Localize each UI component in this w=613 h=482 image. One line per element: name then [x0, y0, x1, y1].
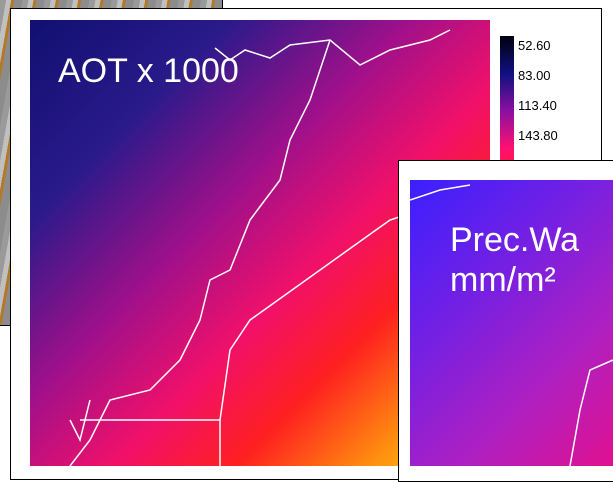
- colorbar-label: 113.40: [518, 98, 557, 113]
- colorbar-label: 143.80: [518, 128, 558, 143]
- coastline: [69, 29, 471, 466]
- aot-title: AOT x 1000: [58, 52, 239, 90]
- water-title-text: Prec.Wa: [450, 221, 580, 259]
- colorbar: [500, 36, 514, 186]
- water-map: Prec.Wa mm/m²: [410, 180, 613, 466]
- colorbar-label: 52.60: [518, 38, 551, 53]
- water-unit: mm/m²: [450, 261, 556, 299]
- water-title: Prec.Wa mm/m²: [450, 220, 579, 300]
- coastline: [410, 184, 613, 466]
- colorbar-label: 83.00: [518, 68, 551, 83]
